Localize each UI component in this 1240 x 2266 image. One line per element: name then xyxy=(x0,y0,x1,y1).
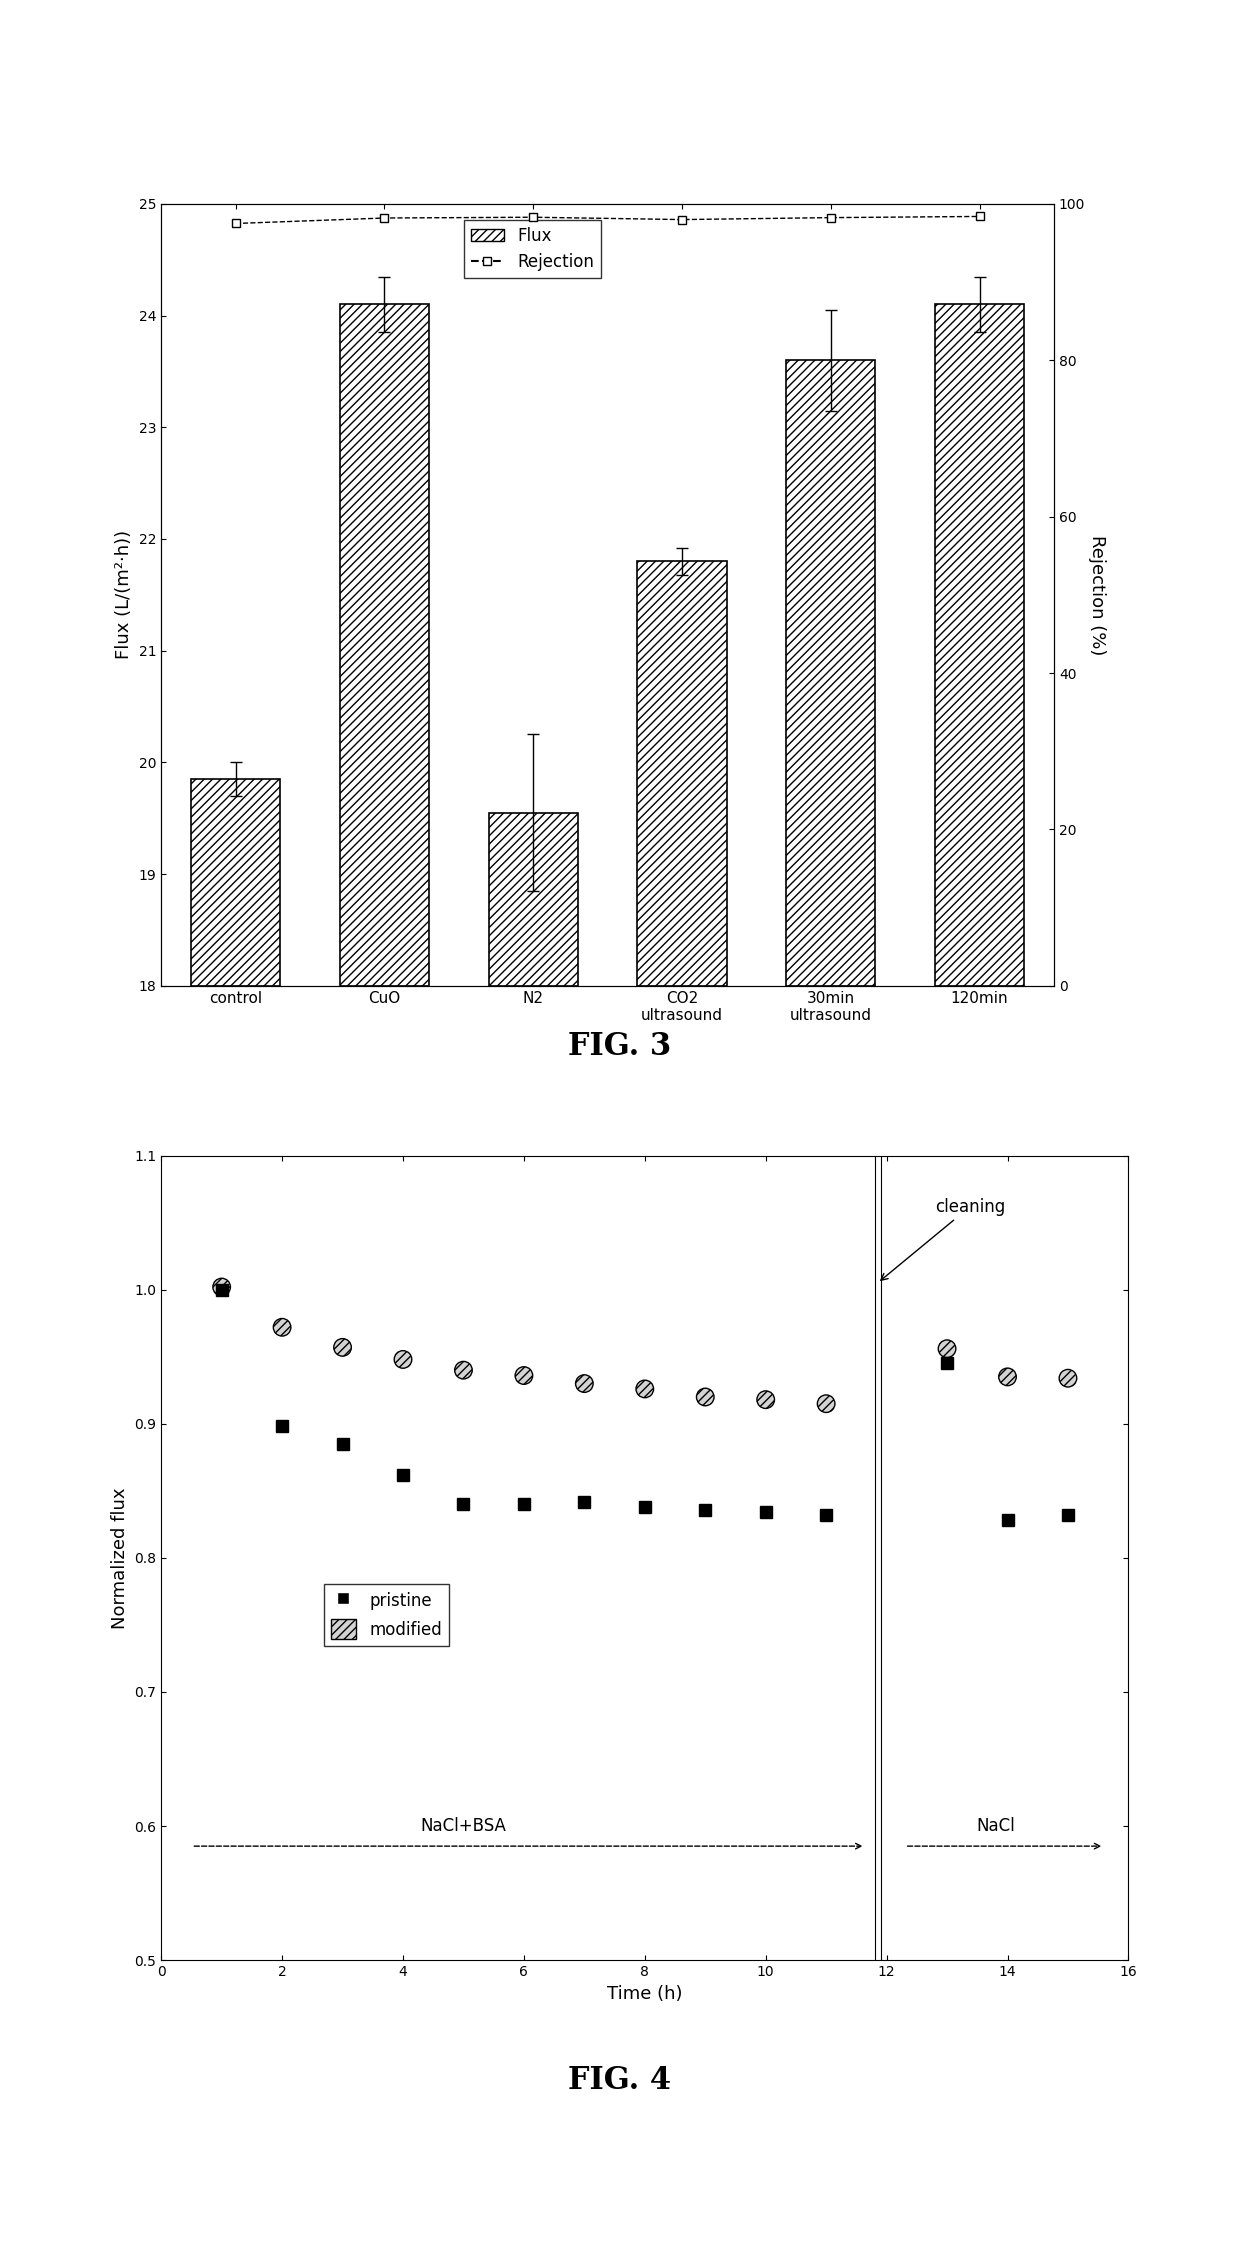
Point xyxy=(574,1366,594,1403)
Point xyxy=(696,1378,715,1414)
Legend: Flux, Rejection: Flux, Rejection xyxy=(464,220,601,279)
Bar xyxy=(935,304,1024,986)
Y-axis label: Rejection (%): Rejection (%) xyxy=(1087,535,1106,655)
Point xyxy=(635,1371,655,1407)
Legend: pristine, modified: pristine, modified xyxy=(325,1584,449,1645)
Point xyxy=(393,1341,413,1378)
Point xyxy=(1058,1360,1078,1396)
Y-axis label: Flux (L/(m²·h)): Flux (L/(m²·h)) xyxy=(115,530,133,659)
Point xyxy=(212,1269,232,1305)
Point xyxy=(332,1330,352,1366)
Text: NaCl+BSA: NaCl+BSA xyxy=(420,1817,506,1835)
Point xyxy=(756,1382,776,1419)
Text: NaCl: NaCl xyxy=(976,1817,1014,1835)
Point xyxy=(816,1385,836,1421)
Text: FIG. 4: FIG. 4 xyxy=(568,2064,672,2096)
Text: FIG. 3: FIG. 3 xyxy=(568,1031,672,1063)
X-axis label: Time (h): Time (h) xyxy=(608,1985,682,2003)
Bar xyxy=(340,304,429,986)
Point xyxy=(454,1353,474,1389)
Point xyxy=(998,1360,1018,1396)
Point xyxy=(273,1310,293,1346)
Bar xyxy=(489,813,578,986)
Bar xyxy=(786,360,875,986)
Y-axis label: Normalized flux: Normalized flux xyxy=(110,1486,129,1629)
Text: cleaning: cleaning xyxy=(880,1199,1006,1280)
Point xyxy=(515,1357,534,1394)
Bar xyxy=(637,562,727,986)
Bar xyxy=(191,780,280,986)
Point xyxy=(937,1330,957,1366)
